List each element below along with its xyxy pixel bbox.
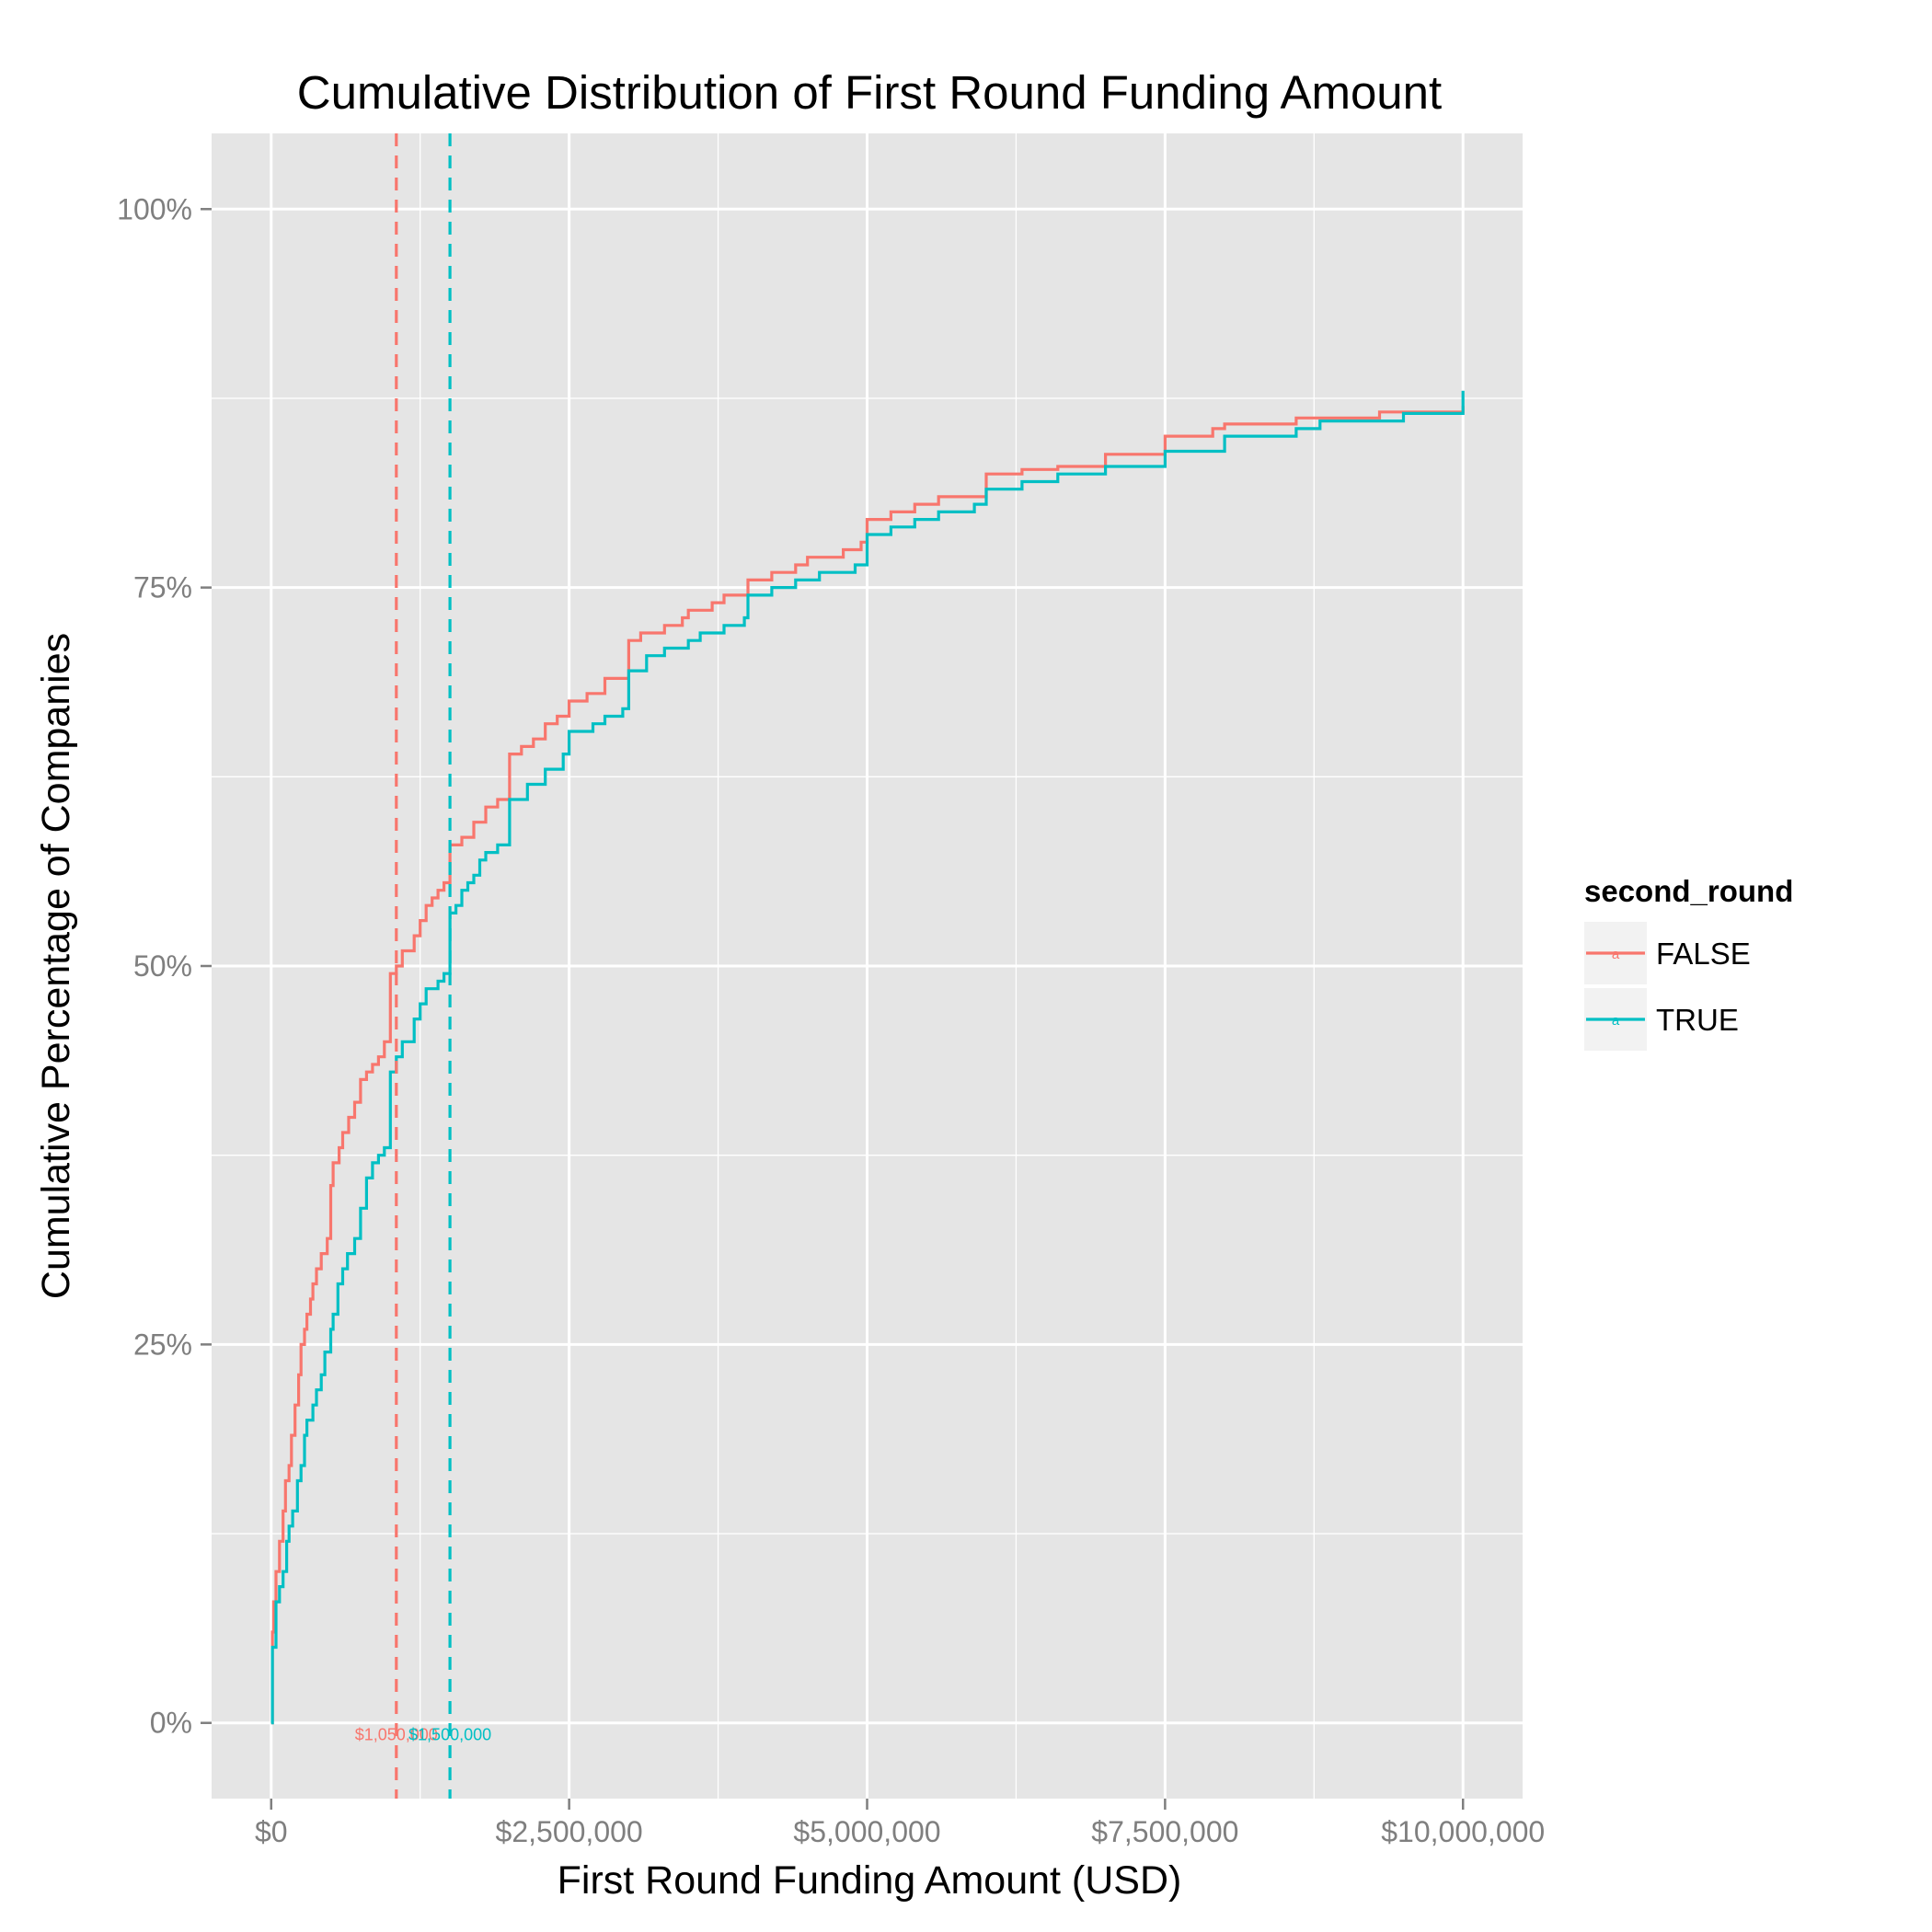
legend-items: a FALSE a TRUE (1584, 922, 1751, 1051)
legend-key-glyph: a (1612, 1013, 1620, 1029)
x-tick-label: $5,000,000 (793, 1815, 940, 1848)
x-tick-label: $10,000,000 (1381, 1815, 1545, 1848)
legend-key-glyph: a (1612, 947, 1620, 962)
series-line-true (270, 390, 1465, 1725)
x-tick-label: $2,500,000 (496, 1815, 643, 1848)
median-label-false: $1,050,000 (355, 1726, 438, 1744)
median-lines: $1,050,000$1,500,000 (355, 133, 491, 1799)
chart-title: Cumulative Distribution of First Round F… (297, 66, 1442, 119)
legend: second_round a FALSE a TRUE (1584, 874, 1793, 1051)
legend-title: second_round (1584, 874, 1793, 908)
y-tick-label: 50% (133, 949, 192, 983)
x-tick-label: $7,500,000 (1091, 1815, 1238, 1848)
y-tick-label: 25% (133, 1328, 192, 1361)
legend-label-true: TRUE (1656, 1003, 1739, 1037)
legend-label-false: FALSE (1656, 937, 1751, 971)
x-axis-title: First Round Funding Amount (USD) (558, 1858, 1182, 1903)
y-axis-title: Cumulative Percentage of Companies (34, 633, 78, 1299)
y-tick-label: 75% (133, 571, 192, 604)
y-axis: 0% 25% 50% 75% 100% (117, 192, 212, 1740)
x-tick-label: $0 (255, 1815, 288, 1848)
series-line-false (270, 406, 1465, 1725)
series-layer (270, 390, 1465, 1725)
y-tick-label: 0% (150, 1707, 192, 1740)
y-tick-label: 100% (117, 192, 192, 225)
x-axis: $0 $2,500,000 $5,000,000 $7,500,000 $10,000,… (255, 1799, 1545, 1848)
median-label-true: $1,500,000 (408, 1726, 491, 1744)
